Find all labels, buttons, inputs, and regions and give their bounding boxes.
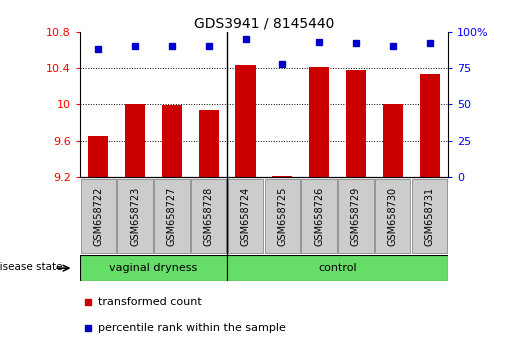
Bar: [265, 178, 300, 253]
Bar: [228, 178, 263, 253]
Bar: [301, 178, 337, 253]
Text: GSM658729: GSM658729: [351, 186, 361, 246]
Text: GSM658728: GSM658728: [204, 186, 214, 246]
Text: GSM658727: GSM658727: [167, 186, 177, 246]
Bar: [199, 110, 219, 177]
Bar: [272, 176, 293, 177]
Text: control: control: [318, 263, 357, 273]
Bar: [117, 178, 153, 253]
Text: percentile rank within the sample: percentile rank within the sample: [98, 323, 286, 333]
Text: GSM658722: GSM658722: [93, 186, 103, 246]
Text: GSM658723: GSM658723: [130, 186, 140, 246]
Bar: [227, 255, 448, 281]
Bar: [125, 103, 145, 177]
Bar: [191, 178, 227, 253]
Bar: [88, 136, 108, 177]
Bar: [162, 105, 182, 177]
Bar: [412, 178, 448, 253]
Bar: [154, 178, 190, 253]
Text: GSM658725: GSM658725: [278, 186, 287, 246]
Bar: [375, 178, 410, 253]
Bar: [346, 70, 366, 177]
Bar: [420, 74, 440, 177]
Bar: [309, 67, 329, 177]
Bar: [235, 65, 255, 177]
Text: GSM658730: GSM658730: [388, 186, 398, 246]
Title: GDS3941 / 8145440: GDS3941 / 8145440: [194, 17, 334, 31]
Bar: [338, 178, 374, 253]
Text: GSM658726: GSM658726: [314, 186, 324, 246]
Text: disease state: disease state: [0, 262, 63, 272]
Bar: [383, 103, 403, 177]
Text: vaginal dryness: vaginal dryness: [109, 263, 198, 273]
Bar: [80, 255, 227, 281]
Text: GSM658731: GSM658731: [425, 186, 435, 246]
Text: GSM658724: GSM658724: [241, 186, 250, 246]
Text: transformed count: transformed count: [98, 297, 201, 307]
Bar: [80, 178, 116, 253]
